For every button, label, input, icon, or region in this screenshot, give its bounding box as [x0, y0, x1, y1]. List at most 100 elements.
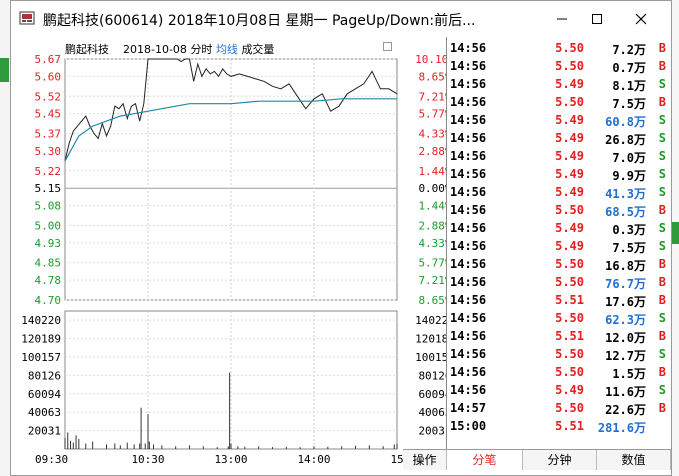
tick-row[interactable]: 14:56 5.50 1.5万 B: [446, 363, 672, 381]
tick-row[interactable]: 14:56 5.50 12.7万 S: [446, 345, 672, 363]
pct-axis-label: 0.00%: [418, 182, 446, 195]
intraday-chart-panel[interactable]: 鹏起科技 2018-10-08 分时 均线 成交量 5.67 10.10% 5.60…: [11, 37, 446, 467]
tick-row[interactable]: 14:56 5.50 62.3万 S: [446, 309, 672, 327]
tick-direction: S: [658, 131, 666, 145]
tick-time: 14:56: [450, 365, 487, 379]
tick-time: 14:56: [450, 131, 487, 145]
price-axis-label: 4.78: [35, 274, 62, 287]
price-axis-label: 4.70: [35, 294, 62, 307]
tick-row[interactable]: 14:57 5.50 22.6万 B: [446, 399, 672, 417]
time-axis-label: 10:30: [131, 453, 164, 466]
tick-price: 5.50: [555, 365, 584, 379]
tick-row[interactable]: 14:56 5.49 7.5万 S: [446, 237, 672, 255]
minimize-icon: [557, 18, 567, 20]
chart-settings-icon[interactable]: [383, 42, 392, 51]
tab-3[interactable]: 数值: [597, 450, 671, 470]
tick-row[interactable]: 14:56 5.51 17.6万 B: [446, 291, 672, 309]
tick-volume: 7.2万: [612, 43, 646, 57]
tick-price: 5.49: [555, 77, 584, 91]
close-icon: [635, 13, 647, 25]
tick-volume: 7.5万: [612, 241, 646, 255]
tick-list[interactable]: 14:56 5.50 7.2万 B 14:56 5.50 0.7万 B 14:56 5.49 8.1…: [446, 37, 672, 449]
tick-time: 14:56: [450, 185, 487, 199]
avg-price-line: [64, 98, 397, 162]
tick-price: 5.50: [555, 311, 584, 325]
tick-time: 14:56: [450, 275, 487, 289]
tick-row[interactable]: 14:56 5.49 0.3万 S: [446, 219, 672, 237]
app-icon: [19, 11, 35, 25]
price-axis-label: 5.45: [35, 108, 62, 121]
tick-volume: 11.6万: [605, 385, 646, 399]
tick-row[interactable]: 14:56 5.49 8.1万 S: [446, 75, 672, 93]
maximize-button[interactable]: [577, 6, 617, 32]
tick-row[interactable]: 14:56 5.50 16.8万 B: [446, 255, 672, 273]
tab-1[interactable]: 分笔: [447, 450, 523, 470]
tick-row[interactable]: 14:56 5.49 41.3万 S: [446, 183, 672, 201]
tick-price: 5.50: [555, 59, 584, 73]
time-axis-label: 14:00: [297, 453, 330, 466]
tick-volume: 8.1万: [612, 79, 646, 93]
tick-price: 5.51: [555, 419, 584, 433]
tick-price: 5.49: [555, 383, 584, 397]
close-button[interactable]: [621, 6, 661, 32]
tick-volume: 17.6万: [605, 295, 646, 309]
tick-price: 5.49: [555, 113, 584, 127]
tick-row[interactable]: 14:56 5.49 9.9万 S: [446, 165, 672, 183]
tick-row[interactable]: 14:56 5.50 68.5万 B: [446, 201, 672, 219]
tick-row[interactable]: 14:56 5.50 7.5万 B: [446, 93, 672, 111]
tick-direction: S: [658, 149, 666, 163]
tick-price: 5.49: [555, 131, 584, 145]
tick-row[interactable]: 14:56 5.49 11.6万 S: [446, 381, 672, 399]
volume-label: 成交量: [241, 43, 275, 56]
tick-direction: S: [658, 185, 666, 199]
price-axis-label: 5.37: [35, 128, 62, 141]
chart-header: 鹏起科技 2018-10-08 分时 均线 成交量: [65, 41, 274, 57]
volume-axis-label-right: 100157: [415, 351, 446, 364]
tick-row[interactable]: 14:56 5.50 7.2万 B: [446, 39, 672, 57]
price-axis-label: 5.67: [35, 53, 62, 66]
minimize-button[interactable]: [542, 6, 582, 32]
tick-time: 14:56: [450, 383, 487, 397]
volume-axis-label: 120189: [21, 333, 61, 346]
tick-direction: B: [658, 59, 666, 73]
tick-row[interactable]: 14:56 5.50 0.7万 B: [446, 57, 672, 75]
tick-direction: B: [658, 257, 666, 271]
pct-axis-label: 2.88%: [418, 145, 446, 158]
tick-time: 14:56: [450, 113, 487, 127]
tab-0[interactable]: 操作: [403, 450, 447, 470]
tick-price: 5.49: [555, 167, 584, 181]
pct-axis-label: 5.77%: [418, 108, 446, 121]
tab-2[interactable]: 分钟: [523, 450, 597, 470]
tick-time: 14:56: [450, 293, 487, 307]
tick-row[interactable]: 14:56 5.49 7.0万 S: [446, 147, 672, 165]
title-bar[interactable]: 鹏起科技(600614) 2018年10月08日 星期一 PageUp/Down…: [11, 1, 671, 37]
pct-axis-label: 8.65%: [418, 70, 446, 83]
tick-direction: S: [658, 77, 666, 91]
intraday-chart: 5.67 10.10% 5.60 8.65% 5.52 7.21% 5.45 5.77% 5.3…: [21, 53, 446, 466]
tick-direction: S: [658, 167, 666, 181]
pct-axis-label: 1.44%: [418, 200, 446, 213]
tick-volume: 9.9万: [612, 169, 646, 183]
pct-axis-label: 4.33%: [418, 128, 446, 141]
tick-row[interactable]: 14:56 5.49 60.8万 S: [446, 111, 672, 129]
tick-row[interactable]: 14:56 5.51 12.0万 B: [446, 327, 672, 345]
pct-axis-label: 8.65%: [418, 294, 446, 307]
bottom-tab-bar: 操作 分笔 分钟 数值: [403, 449, 671, 470]
tick-volume: 0.3万: [612, 223, 646, 237]
volume-axis-label-right: 140220: [415, 314, 446, 327]
price-axis-label: 5.30: [35, 145, 62, 158]
tick-direction: B: [658, 401, 666, 415]
tick-price: 5.49: [555, 185, 584, 199]
price-axis-label: 4.85: [35, 257, 62, 270]
tick-row[interactable]: 14:56 5.49 26.8万 S: [446, 129, 672, 147]
tick-direction: S: [658, 221, 666, 235]
tick-price: 5.50: [555, 41, 584, 55]
tick-volume: 0.7万: [612, 61, 646, 75]
tick-row[interactable]: 15:00 5.51 281.6万: [446, 417, 672, 435]
tick-volume: 60.8万: [605, 115, 646, 129]
volume-axis-label-right: 120189: [415, 333, 446, 346]
tick-volume: 41.3万: [605, 187, 646, 201]
volume-axis-label: 20031: [28, 425, 61, 438]
tick-row[interactable]: 14:56 5.50 76.7万 B: [446, 273, 672, 291]
tick-direction: B: [658, 329, 666, 343]
